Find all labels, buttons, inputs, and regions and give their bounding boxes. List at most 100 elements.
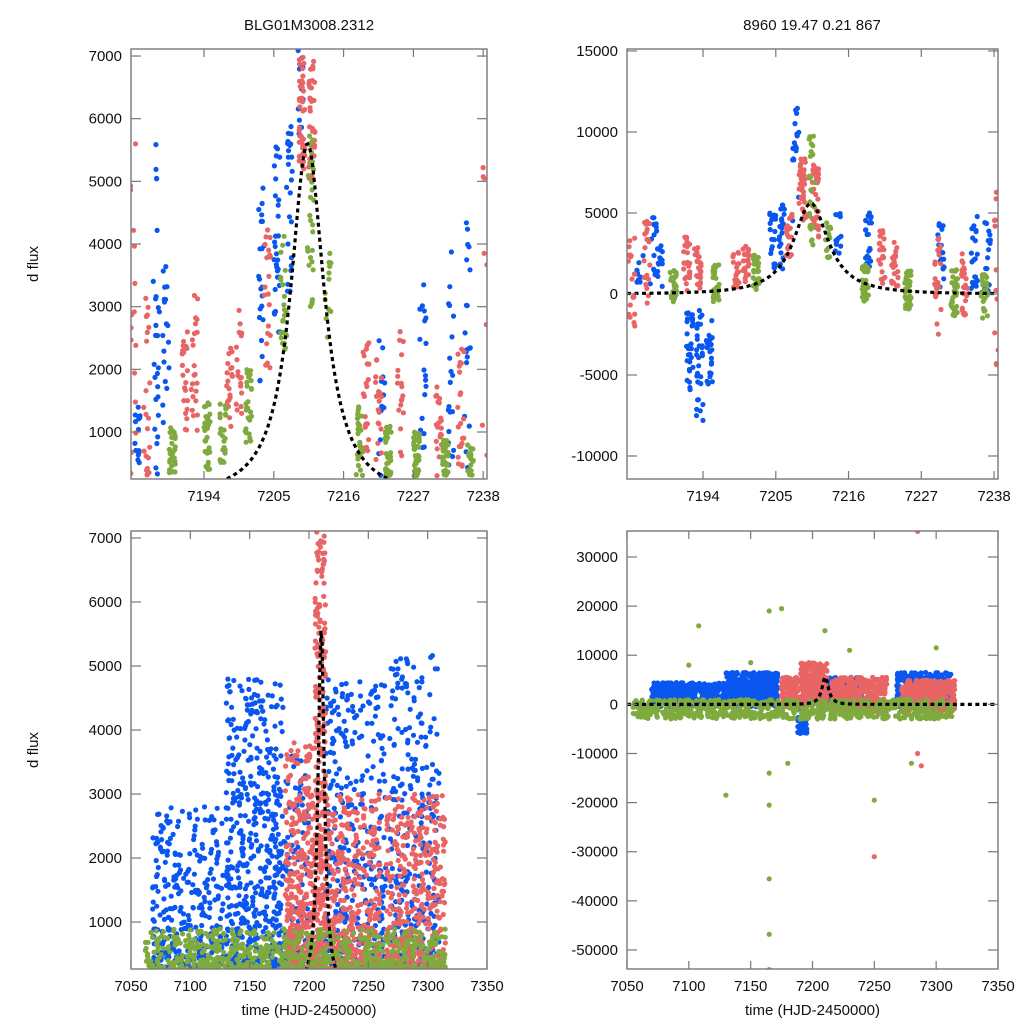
point-blue: [250, 895, 256, 901]
point-blue: [984, 220, 990, 227]
point-red: [332, 919, 338, 925]
point-red: [403, 870, 409, 876]
point-red: [798, 156, 804, 162]
point-red: [307, 825, 314, 831]
point-red: [371, 864, 377, 870]
point-green: [980, 298, 986, 304]
point-red: [143, 313, 149, 320]
point-green: [810, 133, 817, 139]
point-red: [741, 251, 747, 257]
point-blue: [417, 711, 424, 717]
point-blue: [215, 884, 221, 890]
point-blue: [969, 259, 975, 265]
point-blue: [347, 780, 354, 786]
point-red: [284, 917, 290, 924]
point-red: [296, 796, 302, 802]
point-blue: [364, 720, 370, 727]
point-blue: [769, 236, 775, 242]
point-green: [948, 301, 954, 307]
point-blue: [162, 378, 168, 385]
point-blue: [395, 685, 401, 691]
point-blue: [153, 857, 159, 864]
point-blue: [296, 117, 302, 123]
point-red: [356, 940, 362, 947]
point-blue: [651, 266, 657, 272]
point-blue: [211, 817, 217, 823]
point-red: [194, 427, 200, 433]
point-green: [247, 435, 253, 441]
point-red: [629, 276, 635, 282]
point-blue: [463, 220, 469, 226]
point-blue: [694, 347, 700, 353]
point-green: [954, 282, 960, 288]
point-blue: [421, 367, 427, 373]
y-tick-label: 5000: [89, 173, 122, 190]
point-blue: [231, 884, 237, 890]
point-red: [799, 172, 805, 178]
point-green: [756, 276, 762, 282]
point-green: [387, 472, 393, 478]
point-red: [340, 838, 346, 845]
point-blue: [349, 897, 355, 904]
point-red: [366, 860, 372, 866]
point-green: [281, 233, 287, 239]
point-blue: [369, 688, 375, 694]
point-red: [387, 878, 393, 884]
point-red: [393, 830, 400, 836]
point-blue: [242, 813, 248, 819]
point-blue: [404, 842, 410, 849]
point-red: [434, 800, 440, 807]
point-red: [388, 895, 394, 901]
point-red: [431, 794, 437, 800]
point-red: [993, 287, 998, 294]
point-green: [328, 260, 334, 266]
point-red: [296, 125, 303, 131]
point-blue: [275, 202, 281, 208]
point-red: [336, 834, 342, 841]
point-blue: [273, 836, 279, 842]
point-green: [412, 462, 418, 469]
point-green: [949, 268, 955, 274]
point-blue: [166, 365, 172, 371]
point-blue: [345, 707, 351, 713]
point-blue: [268, 836, 274, 842]
point-red: [295, 923, 301, 929]
point-red: [192, 321, 199, 327]
point-red: [455, 424, 461, 430]
point-blue: [405, 752, 411, 758]
point-green: [806, 210, 813, 217]
point-red: [394, 846, 400, 852]
point-green: [306, 262, 312, 268]
point-green: [955, 276, 961, 282]
point-blue: [771, 265, 778, 271]
point-blue: [232, 911, 238, 917]
point-blue: [153, 396, 159, 402]
point-blue: [972, 238, 978, 244]
point-green: [248, 378, 254, 384]
point-red: [438, 425, 444, 431]
point-red: [483, 322, 487, 328]
point-blue: [256, 770, 262, 776]
point-red: [261, 292, 267, 298]
point-red: [298, 889, 304, 896]
point-blue: [166, 841, 172, 847]
point-red: [434, 446, 440, 452]
point-red: [141, 404, 147, 410]
point-red: [745, 257, 751, 263]
point-red: [292, 861, 298, 867]
point-blue: [229, 704, 235, 710]
point-red: [263, 234, 269, 240]
point-blue: [168, 893, 174, 899]
point-red: [265, 330, 271, 336]
point-green: [865, 268, 871, 274]
point-blue: [153, 322, 159, 328]
point-green: [359, 447, 365, 453]
point-blue: [694, 324, 700, 330]
point-blue: [419, 720, 425, 726]
point-blue: [424, 901, 430, 907]
point-blue: [259, 886, 265, 892]
point-blue: [272, 286, 278, 293]
point-blue: [416, 685, 422, 691]
point-green: [191, 960, 197, 966]
